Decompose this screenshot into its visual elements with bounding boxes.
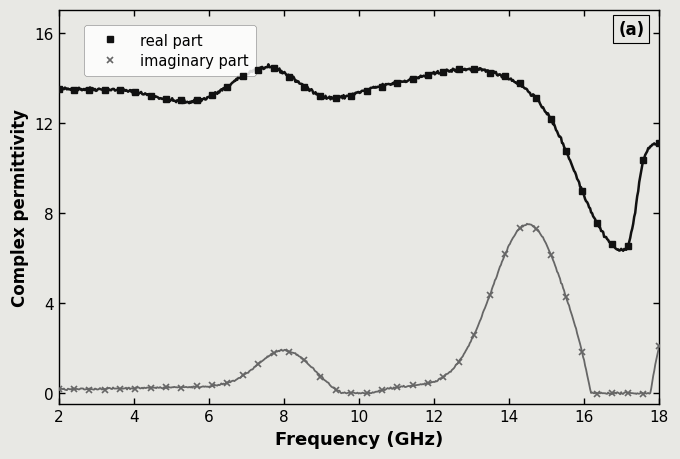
imaginary part [608,391,616,397]
imaginary part [377,387,386,393]
imaginary part [101,387,109,393]
imaginary part [439,375,447,380]
real part [532,96,540,102]
X-axis label: Frequency (GHz): Frequency (GHz) [275,430,443,448]
real part [271,66,279,72]
imaginary part [177,385,185,391]
imaginary part [208,383,216,388]
imaginary part [239,373,248,378]
real part [177,98,185,104]
real part [624,244,632,249]
real part [639,158,647,163]
real part [223,85,231,90]
imaginary part [501,252,509,257]
real part [70,88,78,93]
real part [578,189,586,194]
imaginary part [271,351,279,357]
real part [593,221,601,227]
real part [286,75,294,80]
imaginary part [131,386,139,392]
real part [455,67,463,72]
real part [656,141,664,147]
imaginary part [639,392,647,397]
Legend: real part, imaginary part: real part, imaginary part [84,26,256,77]
imaginary part [331,387,339,392]
real part [347,94,355,99]
real part [254,68,262,73]
imaginary part [116,386,124,392]
imaginary part [547,253,555,258]
imaginary part [147,386,155,391]
imaginary part [578,350,586,355]
imaginary part [656,343,664,349]
real part [131,90,139,95]
real part [516,81,524,86]
imaginary part [223,381,231,386]
real part [362,89,371,94]
real part [439,71,447,76]
Line: real part: real part [56,66,662,249]
real part [377,85,386,90]
real part [208,93,216,99]
imaginary part [85,387,93,393]
real part [55,87,63,92]
imaginary part [532,227,540,232]
real part [331,96,339,101]
real part [608,241,616,247]
real part [85,88,93,93]
imaginary part [162,384,170,390]
real part [470,67,478,73]
real part [562,149,570,155]
real part [101,88,109,93]
Y-axis label: Complex permittivity: Complex permittivity [11,109,29,307]
imaginary part [593,391,601,397]
real part [409,77,417,83]
imaginary part [562,294,570,300]
real part [162,97,170,102]
real part [239,74,248,79]
Line: imaginary part: imaginary part [56,225,662,397]
real part [316,94,324,99]
real part [147,94,155,100]
imaginary part [424,381,432,386]
Text: (a): (a) [618,21,644,39]
imaginary part [516,226,524,231]
imaginary part [409,382,417,388]
real part [501,74,509,79]
real part [193,98,201,104]
imaginary part [301,358,309,363]
imaginary part [362,390,371,396]
imaginary part [286,349,294,355]
imaginary part [486,292,494,298]
imaginary part [254,361,262,367]
imaginary part [70,386,78,392]
real part [301,85,309,90]
imaginary part [392,384,401,390]
imaginary part [55,386,63,392]
real part [424,73,432,79]
real part [116,89,124,94]
real part [486,71,494,77]
imaginary part [470,332,478,337]
real part [392,81,401,87]
imaginary part [624,390,632,396]
imaginary part [193,383,201,389]
imaginary part [455,359,463,364]
imaginary part [347,390,355,396]
real part [547,117,555,122]
imaginary part [316,374,324,380]
